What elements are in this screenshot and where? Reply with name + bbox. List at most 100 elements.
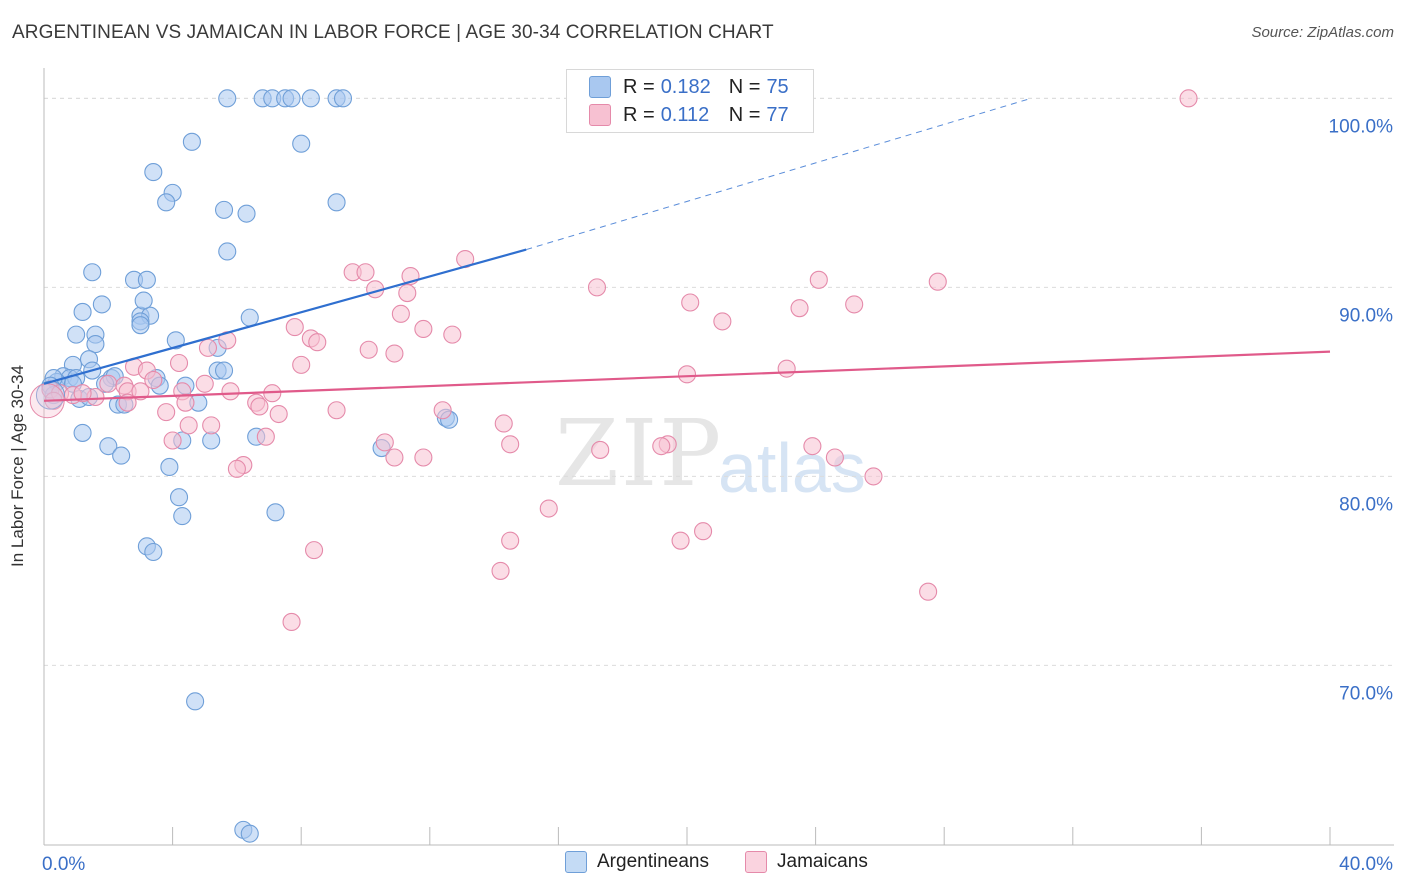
jamaican-point: [250, 397, 269, 416]
legend-r-label: R =: [623, 103, 655, 126]
argentinean-point: [73, 423, 92, 442]
source-label: Source: ZipAtlas.com: [1251, 24, 1394, 41]
stats-legend: R = 0.182 N = 75 R = 0.112 N = 77: [566, 69, 814, 133]
argentinean-point: [214, 200, 234, 219]
argentinean-point: [218, 89, 237, 108]
legend-n-value: 75: [766, 75, 789, 98]
argentinean-point: [240, 824, 259, 843]
jamaican-point: [919, 582, 938, 601]
legend-n-label: N =: [728, 103, 761, 126]
bottom-legend-jamaicans[interactable]: Jamaicans: [745, 851, 868, 873]
x-tick-label-min: 0.0%: [42, 854, 85, 875]
jamaican-point: [825, 448, 844, 467]
argentinean-point: [92, 295, 111, 314]
jamaican-point: [356, 263, 375, 282]
jamaican-point: [501, 435, 520, 454]
argentinean-point: [202, 431, 221, 450]
jamaican-point: [144, 370, 163, 390]
legend-r-value: 0.112: [660, 103, 710, 126]
argentinean-point: [131, 316, 150, 335]
bottom-legend-label-argentineans: Argentineans: [597, 851, 709, 872]
argentinean-point: [214, 361, 234, 380]
jamaican-point: [809, 270, 828, 289]
bottom-legend-argentineans[interactable]: Argentineans: [565, 851, 709, 873]
y-tick-label: 90.0%: [1339, 305, 1393, 326]
jamaican-point: [202, 416, 221, 435]
legend-r-value: 0.182: [660, 75, 711, 98]
argentinean-point: [86, 335, 105, 354]
jamaican-point: [385, 448, 404, 467]
argentinean-point: [301, 89, 320, 108]
jamaican-trend-line: [43, 350, 1331, 402]
jamaican-point: [713, 312, 732, 331]
legend-swatch-argentineans: [589, 76, 611, 98]
jamaican-point: [256, 427, 275, 446]
jamaican-point: [652, 437, 671, 456]
legend-row-jamaicans: R = 0.112 N = 77: [589, 102, 789, 128]
jamaican-point: [308, 333, 327, 352]
jamaican-point: [73, 384, 92, 403]
jamaican-point: [433, 401, 452, 420]
jamaican-point: [359, 340, 378, 359]
argentinean-point: [292, 134, 311, 153]
jamaican-point: [790, 299, 809, 318]
argentinean-point: [157, 193, 176, 212]
argentinean-point: [327, 193, 346, 212]
jamaican-point: [163, 431, 182, 450]
bottom-legend-label-jamaicans: Jamaicans: [777, 851, 868, 872]
y-axis-label: In Labor Force | Age 30-34: [8, 365, 27, 567]
jamaican-point: [157, 403, 176, 422]
jamaican-point: [494, 414, 513, 433]
jamaican-point: [375, 433, 394, 452]
argentinean-point: [186, 692, 205, 711]
argentinean-point: [137, 270, 156, 289]
jamaican-point: [305, 541, 324, 560]
jamaican-point: [292, 355, 311, 374]
argentinean-point: [218, 242, 237, 261]
argentinean-point: [166, 331, 185, 350]
bottom-legend-swatch-argentineans: [565, 851, 587, 873]
legend-n-value: 77: [766, 103, 789, 126]
legend-row-argentineans: R = 0.182 N = 75: [589, 74, 789, 100]
jamaican-point: [864, 467, 883, 486]
argentinean-point: [99, 437, 118, 456]
argentinean-point: [83, 263, 102, 282]
jamaican-point: [677, 365, 697, 384]
jamaican-point: [391, 304, 410, 323]
jamaican-point: [671, 531, 690, 550]
argentinean-point: [67, 325, 86, 344]
jamaican-point: [221, 382, 240, 401]
legend-r-label: R =: [623, 75, 655, 98]
jamaican-point: [176, 393, 195, 412]
jamaican-point: [398, 283, 417, 303]
argentinean-point: [182, 132, 201, 151]
watermark-zip: ZIP: [555, 400, 724, 507]
watermark-atlas: atlas: [718, 429, 866, 507]
jamaican-point: [591, 440, 610, 459]
jamaican-point: [928, 272, 947, 291]
y-tick-label: 80.0%: [1339, 494, 1393, 515]
argentinean-point: [237, 204, 256, 223]
argentinean-point: [160, 457, 179, 477]
jamaican-point: [694, 522, 713, 541]
jamaican-point: [131, 382, 150, 401]
bottom-legend-swatch-jamaicans: [745, 851, 767, 873]
jamaican-point: [327, 401, 346, 420]
chart-title: ARGENTINEAN VS JAMAICAN IN LABOR FORCE |…: [12, 22, 774, 43]
argentinean-point: [134, 291, 153, 310]
jamaican-point: [803, 437, 822, 456]
jamaican-point: [198, 338, 218, 357]
argentinean-point: [266, 503, 285, 522]
jamaican-point: [282, 612, 301, 632]
legend-n-label: N =: [728, 75, 761, 98]
jamaican-point: [179, 416, 198, 435]
argentinean-point: [282, 89, 301, 108]
jamaican-point: [681, 293, 700, 312]
jamaican-point: [195, 374, 214, 393]
jamaican-point: [443, 325, 462, 344]
legend-swatch-jamaicans: [589, 104, 611, 126]
argentinean-point: [169, 488, 189, 507]
jamaican-point: [414, 448, 433, 467]
jamaican-point: [491, 561, 510, 580]
